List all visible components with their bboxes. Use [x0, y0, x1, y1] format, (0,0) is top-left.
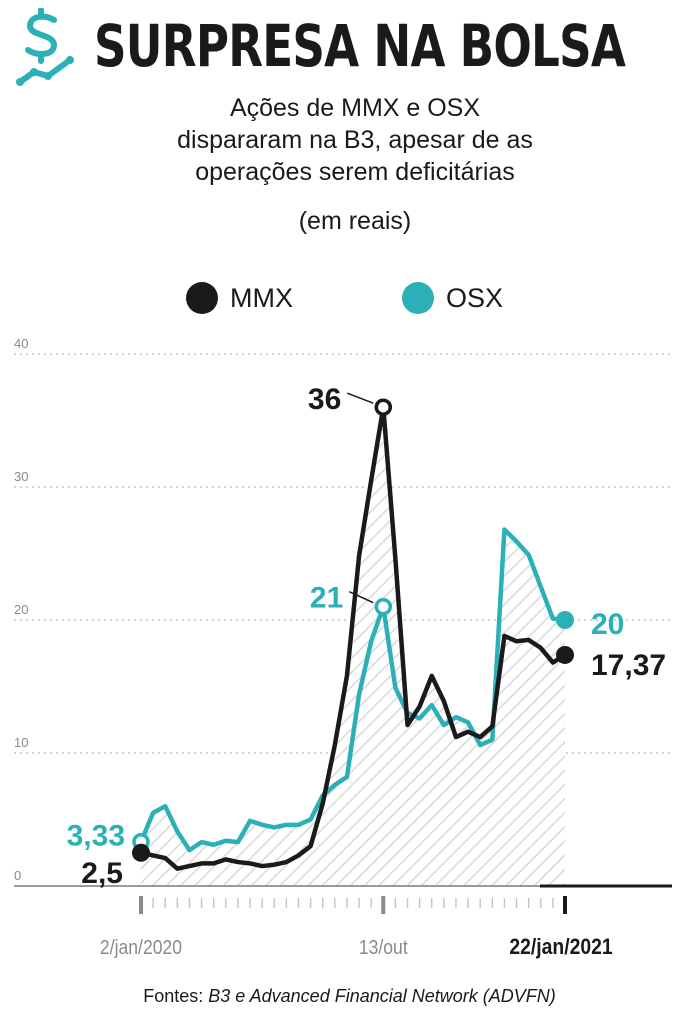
unit-label: (em reais) [298, 207, 412, 235]
x-tick-label: 2/jan/2020 [100, 936, 182, 958]
y-tick-label-0: 0 [14, 868, 21, 883]
source-prefix: Fontes: [143, 986, 209, 1006]
leader-line-mmx-20 [347, 392, 374, 404]
data-point-osx-35 [556, 611, 574, 629]
label-layer: 3,33 21 20 2,5 36 17,37 [67, 383, 666, 890]
leader-line-osx-20 [348, 591, 374, 604]
axis-layer: 2/jan/2020 13/out 22/jan/2021 [14, 884, 672, 959]
data-point-mmx-0 [132, 843, 150, 862]
subtitle-line-1: Ações de MMX e OSX [229, 94, 481, 122]
subtitle-line-3: operações serem deficitárias [195, 158, 515, 186]
data-point-osx-20 [374, 597, 393, 616]
data-point-mmx-20 [374, 398, 393, 416]
legend-swatch-mmx [186, 282, 218, 314]
series-line-mmx [138, 404, 568, 871]
source-note: Fontes: B3 e Advanced Financial Network … [0, 986, 699, 1007]
data-label-osx-35: 20 [591, 608, 624, 641]
series-layer [138, 404, 568, 871]
x-tick-label: 13/out [359, 936, 409, 958]
legend-label-mmx: MMX [230, 282, 293, 313]
line-chart: 0 10 20 30 40 2/jan/2020 13/out 22/jan/2021 3,… [14, 336, 672, 959]
legend-label-osx: OSX [446, 282, 504, 313]
y-tick-label-20: 20 [14, 602, 28, 617]
data-label-osx-20: 21 [310, 582, 343, 615]
data-label-osx-0: 3,33 [67, 820, 125, 853]
data-label-mmx-0: 2,5 [81, 857, 123, 890]
x-tick-label: 22/jan/2021 [509, 935, 612, 959]
data-label-mmx-35: 17,37 [591, 649, 666, 682]
subtitle-line-2: dispararam na B3, apesar de as [177, 126, 533, 154]
data-label-mmx-20: 36 [308, 383, 341, 416]
data-point-mmx-35 [556, 645, 574, 664]
dollar-trend-icon [16, 8, 74, 86]
chart-subtitle: Ações de MMX e OSX dispararam na B3, ape… [100, 92, 610, 188]
chart-header: SURPRESA NA BOLSA [0, 0, 699, 95]
area-fill [141, 407, 565, 886]
legend-item-osx: OSX [402, 278, 503, 318]
legend-swatch-osx [402, 282, 434, 314]
y-tick-label-10: 10 [14, 735, 28, 750]
y-tick-label-30: 30 [14, 469, 28, 484]
source-text: B3 e Advanced Financial Network (ADVFN) [208, 986, 556, 1006]
legend-item-mmx: MMX [186, 278, 293, 318]
page-title: SURPRESA NA BOLSA [94, 12, 626, 80]
area-layer [141, 407, 565, 886]
y-tick-label-40: 40 [14, 336, 28, 351]
grid-layer: 0 10 20 30 40 [14, 336, 672, 883]
